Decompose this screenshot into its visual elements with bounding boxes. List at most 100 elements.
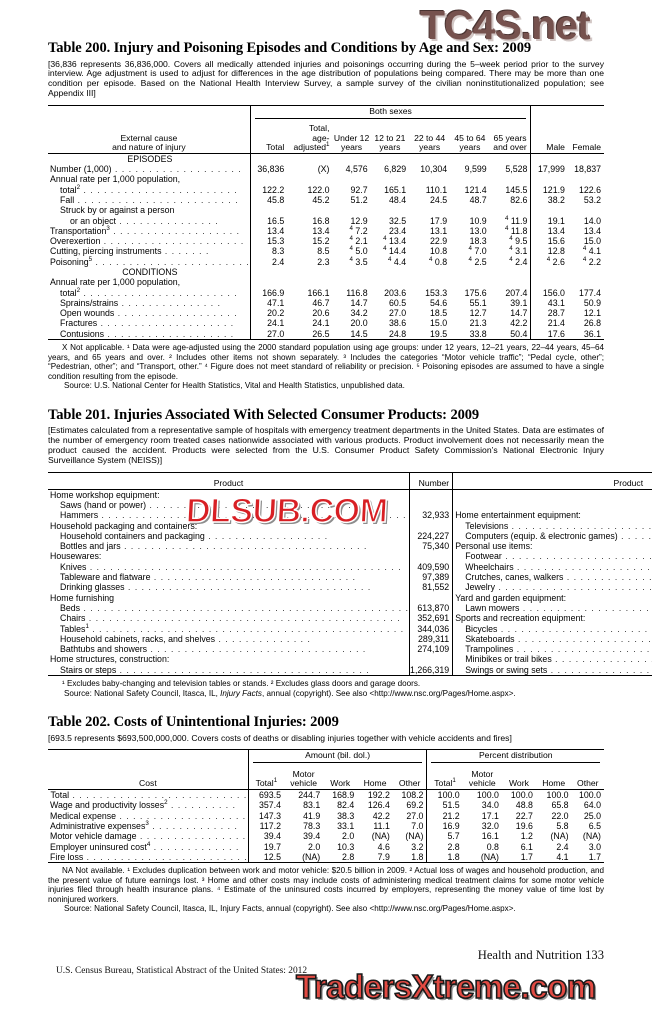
cell: 121.4 xyxy=(464,184,487,195)
cell xyxy=(568,277,604,287)
cell: (NA) xyxy=(371,831,390,842)
cell: 108.2 xyxy=(392,789,427,801)
cell: 8.3 xyxy=(249,246,288,257)
table-201-source: Source: National Safety Council, Itasca,… xyxy=(64,688,516,698)
cell: 177.4 xyxy=(578,287,601,298)
row-label: Annual rate per 1,000 population, xyxy=(50,277,181,288)
cell: 4.6 xyxy=(377,841,390,852)
cell: 168.9 xyxy=(323,789,358,801)
cell: 10.9 xyxy=(469,215,487,226)
cell: 21.3 xyxy=(469,318,487,329)
table-200-spanner: Both sexes xyxy=(369,106,412,117)
cell xyxy=(409,277,450,287)
row-label: Medical expense . . . . . . . . . . . . … xyxy=(50,810,247,821)
cell xyxy=(490,205,531,215)
cell: 24.1 xyxy=(249,318,288,329)
cell: 116.8 xyxy=(346,287,368,298)
row-label: Beds . . . . . . . . . . . . . . . . . .… xyxy=(60,602,410,613)
section-heading: EPISODES xyxy=(48,152,251,165)
page-footer-citation: U.S. Census Bureau, Statistical Abstract… xyxy=(56,966,308,976)
cell: 203.6 xyxy=(384,287,407,298)
cell: 4 14.4 xyxy=(383,245,407,257)
cell xyxy=(568,205,604,215)
cell: 4 3.5 xyxy=(349,255,368,267)
t202-col-head: Work xyxy=(330,778,351,789)
cell: 82.4 xyxy=(337,800,355,811)
t202-col-head: Total1 xyxy=(247,763,284,790)
cell: 121.9 xyxy=(530,184,568,195)
cell: 192.2 xyxy=(357,789,393,801)
cell: 17.1 xyxy=(481,810,499,821)
cell: 45.2 xyxy=(312,194,330,205)
cell: 10.3 xyxy=(337,841,355,852)
table-row: Saws (hand or power) . . . . . . . . . .… xyxy=(48,499,652,511)
cell: 244.7 xyxy=(283,789,324,801)
cell: 14.7 xyxy=(350,297,368,308)
table-202-footnotes: NA Not available. ¹ Excludes duplication… xyxy=(48,866,604,914)
cell xyxy=(409,205,450,215)
cell: 3.0 xyxy=(588,841,601,852)
table-200-stub-head: External cause and nature of injury xyxy=(112,132,186,153)
row-label: Televisions . . . . . . . . . . . . . . … xyxy=(452,520,652,531)
table-200-source: Source: U.S. National Center for Health … xyxy=(64,381,405,391)
row-label: Overexertion . . . . . . . . . . . . . .… xyxy=(50,236,245,247)
cell: 21.2 xyxy=(426,810,463,821)
table-row: Fall . . . . . . . . . . . . . . . . . .… xyxy=(48,194,604,206)
cell: 54.6 xyxy=(430,297,448,308)
cell xyxy=(530,205,568,216)
cell: 4 2.2 xyxy=(582,255,601,267)
cell xyxy=(371,205,409,215)
cell: 39.4 xyxy=(247,831,284,842)
row-label: Fractures . . . . . . . . . . . . . . . … xyxy=(60,318,235,329)
table-202: Amount (bil. dol.) Percent distribution … xyxy=(48,749,604,864)
table-row: Home structures, construction: Minibikes … xyxy=(48,654,652,665)
table-200-headnote: [36,836 represents 36,836,000. Covers al… xyxy=(48,58,604,99)
cell: 4 7.2 xyxy=(349,224,368,236)
cell: 1.8 xyxy=(392,851,427,864)
cell: 20.2 xyxy=(249,308,288,319)
cell: 165.1 xyxy=(384,184,407,195)
table-row: EPISODES xyxy=(48,152,604,165)
cell: 39.1 xyxy=(510,297,528,308)
cell: 12.5 xyxy=(247,851,284,864)
cell: 13.4 xyxy=(583,225,601,236)
cell: 26.5 xyxy=(287,328,333,341)
th-45-64: 45 to 64 years xyxy=(454,132,486,153)
row-label: Skateboards . . . . . . . . . . . . . . … xyxy=(452,633,652,645)
table-200: Both sexes External cause and nature of … xyxy=(48,105,604,341)
cell xyxy=(409,592,453,603)
cell: (X) xyxy=(317,164,330,175)
cell: 36,836 xyxy=(249,164,288,175)
th-male: Male xyxy=(546,142,565,153)
table-row: Stairs or steps . . . . . . . . . . . . … xyxy=(48,664,652,677)
cell xyxy=(287,174,332,184)
cell: 13.0 xyxy=(469,225,487,236)
cell: 24.5 xyxy=(430,194,448,205)
row-label: Chairs . . . . . . . . . . . . . . . . .… xyxy=(60,613,401,624)
cell: 18,837 xyxy=(574,164,601,175)
row-label: Fall . . . . . . . . . . . . . . . . . .… xyxy=(60,194,239,205)
cell: (NA) xyxy=(462,851,502,864)
cell xyxy=(450,277,490,287)
cell: 5.7 xyxy=(426,831,463,842)
cell: 53.2 xyxy=(583,194,601,205)
row-label: Household containers and packaging . . .… xyxy=(60,530,329,541)
cell: 24.1 xyxy=(312,318,330,329)
cell: 289,311 xyxy=(409,633,453,645)
cell: 4 11.8 xyxy=(505,224,528,236)
cell: 12.8 xyxy=(530,246,568,257)
cell: 92.7 xyxy=(350,184,368,195)
cell: 13.4 xyxy=(530,225,568,237)
table-row: Bottles and jars . . . . . . . . . . . .… xyxy=(48,541,652,552)
row-label: total2 . . . . . . . . . . . . . . . . .… xyxy=(60,286,238,298)
t202-col-head: Other xyxy=(398,778,421,789)
table-200-block: Table 200. Injury and Poisoning Episodes… xyxy=(48,40,604,391)
table-row: Open wounds . . . . . . . . . . . . . . … xyxy=(48,308,604,319)
cell: 613,870 xyxy=(409,602,453,614)
cell: 16.8 xyxy=(312,215,330,226)
row-label: Sprains/strains . . . . . . . . . . . . … xyxy=(60,297,221,308)
cell xyxy=(332,277,370,287)
row-label: Fire loss . . . . . . . . . . . . . . . … xyxy=(48,851,249,864)
cell: 15.0 xyxy=(583,236,601,247)
